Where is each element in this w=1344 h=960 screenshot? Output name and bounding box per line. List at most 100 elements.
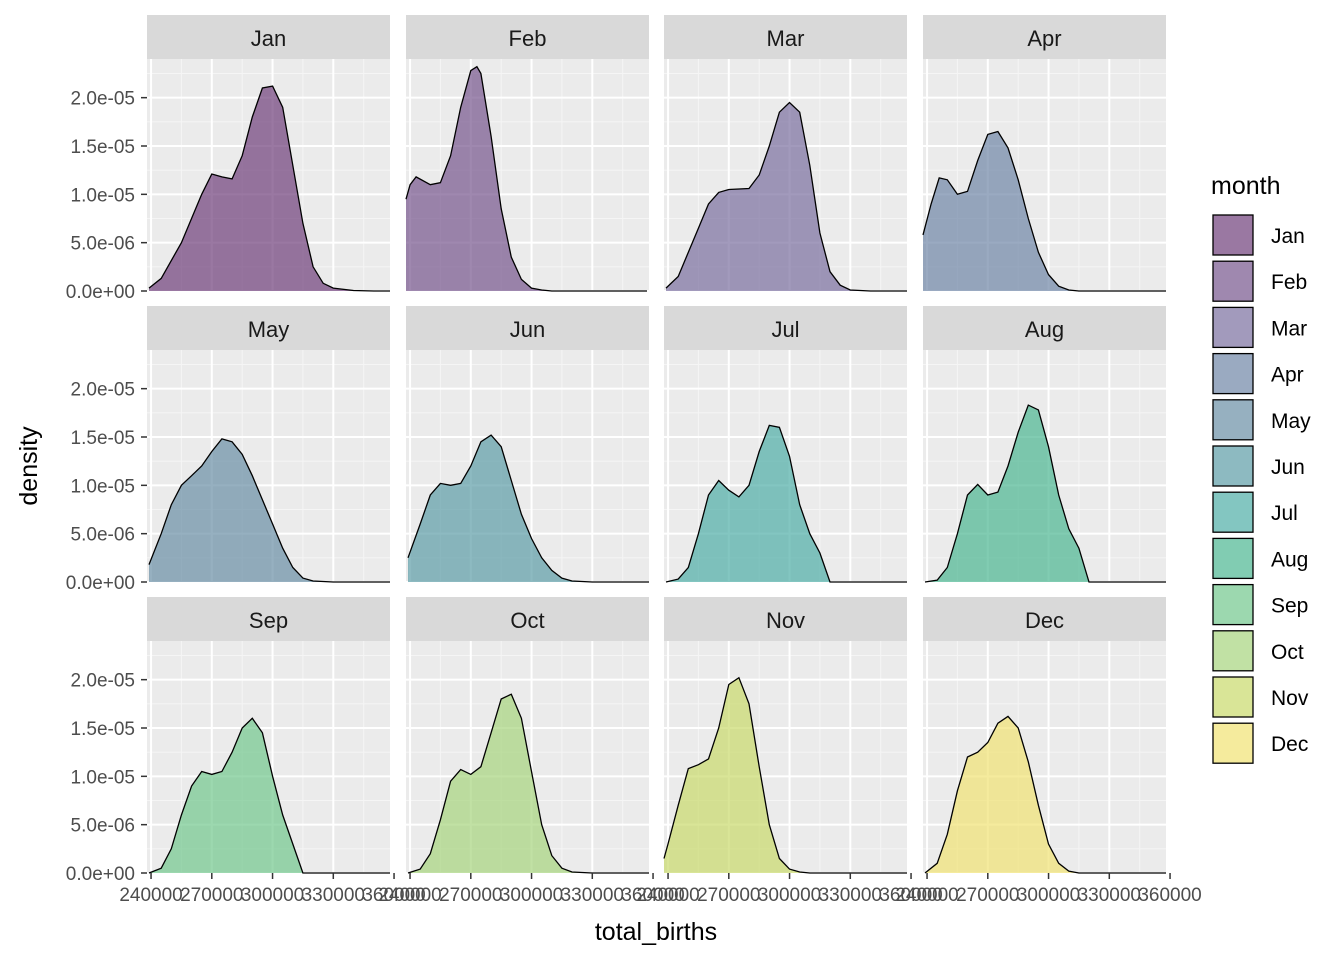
x-tick-label: 300000	[500, 885, 563, 906]
x-tick-label: 330000	[302, 885, 365, 906]
facet-strip-label: Aug	[1025, 317, 1064, 342]
y-tick-label: 1.5e-05	[71, 428, 135, 449]
x-tick-label: 240000	[895, 885, 958, 906]
y-tick-label: 5.0e-06	[71, 816, 135, 837]
x-tick-label: 360000	[1138, 885, 1201, 906]
x-tick-label: 360000	[879, 885, 942, 906]
facet-panel-apr: Apr	[922, 15, 1166, 292]
facet-strip-label: Oct	[510, 608, 544, 633]
legend-label: Feb	[1271, 271, 1307, 294]
x-tick-label: 300000	[1017, 885, 1080, 906]
legend-swatch	[1212, 537, 1254, 580]
legend-swatch	[1212, 260, 1254, 302]
legend-swatch	[1212, 214, 1254, 256]
legend-label: Jun	[1271, 456, 1305, 479]
density-area-jun	[408, 435, 649, 582]
facet-panel-dec: Dec	[923, 597, 1166, 874]
density-line-apr	[922, 130, 1166, 292]
legend-label: Dec	[1271, 733, 1308, 756]
density-line-aug	[924, 404, 1166, 583]
legend-item-jul: Jul	[1212, 491, 1298, 534]
legend: month Jan Feb Mar Apr May Jun Jul Aug Sep Oct Nov D…	[1211, 172, 1311, 765]
x-tick-label: 330000	[819, 885, 882, 906]
facet-strip	[406, 306, 649, 350]
legend-item-oct: Oct	[1212, 629, 1304, 672]
legend-label: Apr	[1271, 364, 1304, 387]
facet-strip	[406, 597, 649, 641]
facet-strip	[923, 597, 1166, 641]
legend-swatch	[1212, 583, 1254, 626]
x-axis: 2400002700003000003300003600002400002700…	[119, 873, 1202, 906]
legend-label: Sep	[1271, 595, 1308, 618]
density-area-dec	[925, 716, 1166, 873]
facet-strip-label: Dec	[1025, 608, 1064, 633]
facet-strip-label: Jun	[510, 317, 545, 342]
legend-label: Nov	[1271, 687, 1309, 710]
legend-item-sep: Sep	[1212, 583, 1308, 626]
density-line-nov	[663, 676, 907, 874]
y-tick-label: 5.0e-06	[71, 234, 135, 255]
legend-swatch	[1212, 676, 1254, 718]
facet-strip-label: Apr	[1027, 26, 1061, 51]
legend-item-dec: Dec	[1212, 722, 1308, 765]
legend-swatch	[1212, 722, 1254, 764]
legend-swatch	[1212, 630, 1254, 672]
legend-swatch	[1212, 445, 1254, 487]
legend-label: Oct	[1271, 641, 1304, 664]
legend-item-apr: Apr	[1212, 352, 1304, 395]
facet-panel-aug: Aug	[923, 306, 1166, 583]
density-line-jan	[148, 85, 390, 292]
facet-panels: Jan Feb Mar Apr May Jun Jul Aug Sep Oct Nov Dec	[147, 15, 1166, 874]
legend-swatch	[1212, 491, 1254, 533]
y-tick-label: 0.0e+00	[66, 573, 135, 594]
y-tick-label: 1.0e-05	[71, 767, 135, 788]
x-tick-label: 300000	[758, 885, 821, 906]
density-line-sep	[148, 717, 390, 874]
y-tick-label: 5.0e-06	[71, 525, 135, 546]
y-tick-label: 1.5e-05	[71, 137, 135, 158]
y-axis: 0.0e+00 5.0e-06 1.0e-05 1.5e-05 2.0e-05 0.0e+…	[66, 89, 147, 885]
density-line-may	[148, 438, 390, 583]
density-area-may	[149, 438, 390, 582]
facet-strip-label: Feb	[509, 26, 547, 51]
density-line-mar	[665, 101, 907, 292]
x-tick-label: 360000	[621, 885, 684, 906]
y-tick-label: 1.0e-05	[71, 185, 135, 206]
density-line-dec	[924, 715, 1166, 874]
x-tick-label: 270000	[697, 885, 760, 906]
y-tick-label: 2.0e-05	[71, 380, 135, 401]
y-axis-title: density	[15, 426, 43, 506]
density-line-feb	[405, 65, 647, 292]
facet-strip	[664, 597, 907, 641]
density-area-aug	[925, 405, 1166, 582]
facet-panel-jul: Jul	[664, 306, 907, 583]
facet-panel-oct: Oct	[406, 597, 649, 874]
facet-strip	[664, 306, 907, 350]
facet-panel-feb: Feb	[405, 15, 649, 292]
x-tick-label: 240000	[119, 885, 182, 906]
legend-item-feb: Feb	[1212, 260, 1307, 303]
facet-panel-jun: Jun	[406, 306, 649, 583]
y-tick-label: 1.5e-05	[71, 719, 135, 740]
facet-strip-label: Sep	[249, 608, 288, 633]
legend-label: May	[1271, 410, 1311, 433]
facet-strip-label: May	[248, 317, 290, 342]
density-area-apr	[923, 131, 1166, 291]
legend-label: Jan	[1271, 225, 1305, 248]
density-area-oct	[408, 694, 649, 873]
legend-label: Mar	[1271, 317, 1307, 340]
facet-strip	[147, 597, 390, 641]
facet-strip-label: Jan	[251, 26, 286, 51]
x-tick-label: 330000	[561, 885, 624, 906]
density-line-oct	[407, 693, 649, 874]
legend-item-jun: Jun	[1212, 445, 1305, 487]
facet-strip	[664, 15, 907, 59]
y-tick-label: 2.0e-05	[71, 671, 135, 692]
x-tick-label: 270000	[180, 885, 243, 906]
facet-panel-mar: Mar	[664, 15, 907, 292]
facet-panel-nov: Nov	[663, 597, 907, 874]
facet-strip	[147, 15, 390, 59]
density-area-sep	[149, 718, 390, 873]
legend-swatch	[1212, 352, 1254, 395]
